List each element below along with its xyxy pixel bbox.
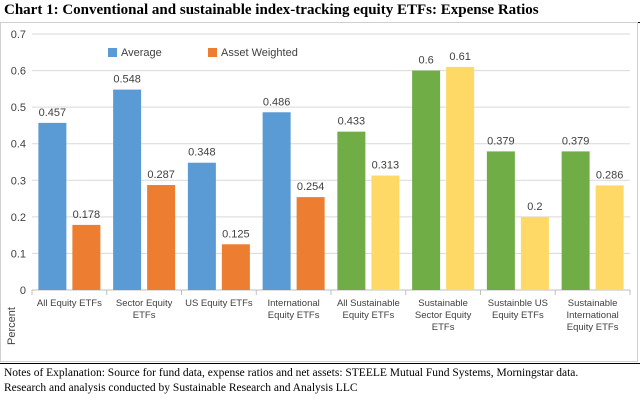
data-label: 0.6 [418,55,433,67]
x-category-label: Equity ETFs [343,310,395,321]
x-category-label: Equity ETFs [268,310,320,321]
bar-average-0 [38,122,67,291]
x-category-label: Equity ETFs [567,322,619,333]
notes-divider [0,363,640,364]
legend-swatch-1 [208,48,217,57]
data-label: 0.433 [338,116,366,128]
data-label: 0.379 [562,135,590,147]
x-category-label: Sustainable [418,298,468,309]
chart-title: Chart 1: Conventional and sustainable in… [4,2,539,18]
bar-asset-weighted-5 [446,66,475,290]
data-label: 0.61 [449,51,470,63]
legend-swatch-0 [108,48,117,57]
data-label: 0.125 [222,228,250,240]
data-label: 0.348 [188,147,216,159]
bar-asset-weighted-0 [72,224,101,290]
bar-chart: 0 0.1 0.2 0.3 0.4 0.5 0.6 0.7 Percent 0.457 0.178 A… [6,29,631,345]
x-category-label: ETFs [432,322,455,333]
bar-asset-weighted-7 [595,185,624,290]
data-label: 0.287 [147,169,175,181]
x-category-label: Sustainble US [488,298,548,309]
bar-average-3 [262,112,291,291]
y-tick-label: 0.4 [11,139,26,151]
bar-average-7 [561,151,590,290]
data-label: 0.548 [113,74,141,86]
y-tick-label: 0 [20,285,26,297]
y-tick-label: 0.6 [11,66,26,78]
notes-of-explanation: Notes of Explanation: Source for fund da… [4,366,636,396]
bar-average-4 [337,131,366,290]
data-label: 0.254 [297,181,325,193]
x-category-label: Sustainable [568,298,618,309]
x-category-label: Sector Equity [116,298,173,309]
bar-average-2 [187,162,216,290]
bar-asset-weighted-4 [371,175,400,290]
y-tick-label: 0.2 [11,212,26,224]
x-category-label: US Equity ETFs [185,298,253,309]
data-label: 0.486 [263,96,291,108]
x-category-label: ETFs [133,310,156,321]
notes-line-1: Notes of Explanation: Source for fund da… [4,367,579,379]
x-category-label: International [267,298,319,309]
bar-average-1 [113,89,142,291]
legend-label: Average [121,47,162,59]
data-label: 0.379 [487,135,515,147]
bar-asset-weighted-3 [296,197,325,290]
data-label: 0.2 [527,201,542,213]
legend-label: Asset Weighted [221,47,298,59]
y-axis-label: Percent [6,307,18,345]
x-category-label: Equity ETFs [492,310,544,321]
chart-frame [0,22,638,362]
notes-line-2: Research and analysis conducted by Susta… [4,382,358,394]
bar-asset-weighted-1 [147,185,176,290]
y-tick-label: 0.7 [11,29,26,41]
bar-asset-weighted-2 [221,244,250,290]
bar-average-6 [486,151,515,290]
bar-average-5 [412,70,441,290]
data-label: 0.313 [372,160,400,172]
data-label: 0.178 [73,209,101,221]
x-category-label: All Equity ETFs [37,298,102,309]
y-tick-label: 0.1 [11,248,26,260]
x-category-label: International [566,310,618,321]
x-category-label: All Sustainable [337,298,400,309]
y-tick-label: 0.3 [11,175,26,187]
x-category-label: Sector Equity [415,310,472,321]
data-label: 0.286 [596,169,624,181]
bar-asset-weighted-6 [520,216,549,290]
data-label: 0.457 [39,107,67,119]
y-tick-label: 0.5 [11,102,26,114]
